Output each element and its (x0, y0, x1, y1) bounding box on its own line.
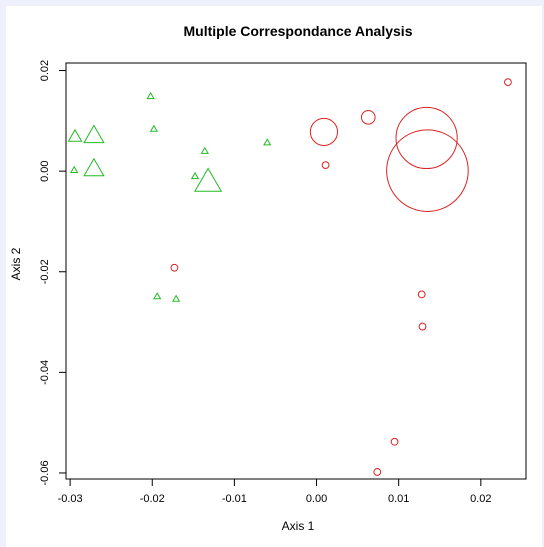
data-marks (67, 78, 512, 476)
circle-point (309, 117, 339, 147)
triangle-point (67, 128, 83, 142)
triangle-point (70, 165, 79, 173)
triangle-point (200, 146, 209, 154)
plot-canvas: Multiple Correspondance Analysis Axis 1 … (6, 6, 542, 547)
triangle-point (190, 171, 200, 180)
y-tick-label: 0.02 (39, 60, 51, 81)
circle-point (395, 106, 458, 170)
triangle-point (149, 124, 159, 132)
circle-point (504, 78, 512, 87)
y-tick-label: -0.02 (39, 259, 51, 284)
x-tick-label: -0.02 (140, 493, 165, 505)
chart-title: Multiple Correspondance Analysis (184, 23, 413, 39)
circle-point (386, 129, 469, 212)
y-tick-label: -0.06 (39, 460, 51, 485)
x-tick-label: 0.01 (388, 493, 409, 505)
circle-point (417, 290, 426, 299)
triangle-point (263, 138, 272, 146)
x-tick-label: 0.00 (306, 493, 327, 505)
x-tick-label: -0.03 (58, 493, 83, 505)
circle-point (418, 322, 427, 331)
plot-frame (65, 62, 527, 480)
circle-point (390, 437, 399, 446)
triangle-point (83, 124, 105, 144)
triangle-point (146, 91, 155, 100)
x-tick-label: -0.01 (222, 493, 247, 505)
circle-point (321, 161, 330, 170)
axes-group: -0.03 -0.02 -0.01 0.00 0.01 0.02 -0.06 -0.04 -0.… (39, 60, 527, 505)
mca-scatter-plot: Multiple Correspondance Analysis Axis 1 … (9, 23, 527, 533)
triangle-point (83, 157, 105, 177)
y-tick-label: -0.04 (39, 360, 51, 385)
triangle-point (194, 167, 223, 192)
y-axis-title: Axis 2 (9, 247, 23, 280)
circle-point (373, 468, 382, 476)
triangle-point (171, 294, 181, 302)
x-axis-title: Axis 1 (282, 519, 315, 533)
y-tick-label: 0.00 (39, 160, 51, 181)
x-tick-label: 0.02 (470, 493, 491, 505)
circle-point (360, 110, 376, 125)
triangle-point (153, 292, 162, 300)
circle-point (170, 263, 179, 272)
